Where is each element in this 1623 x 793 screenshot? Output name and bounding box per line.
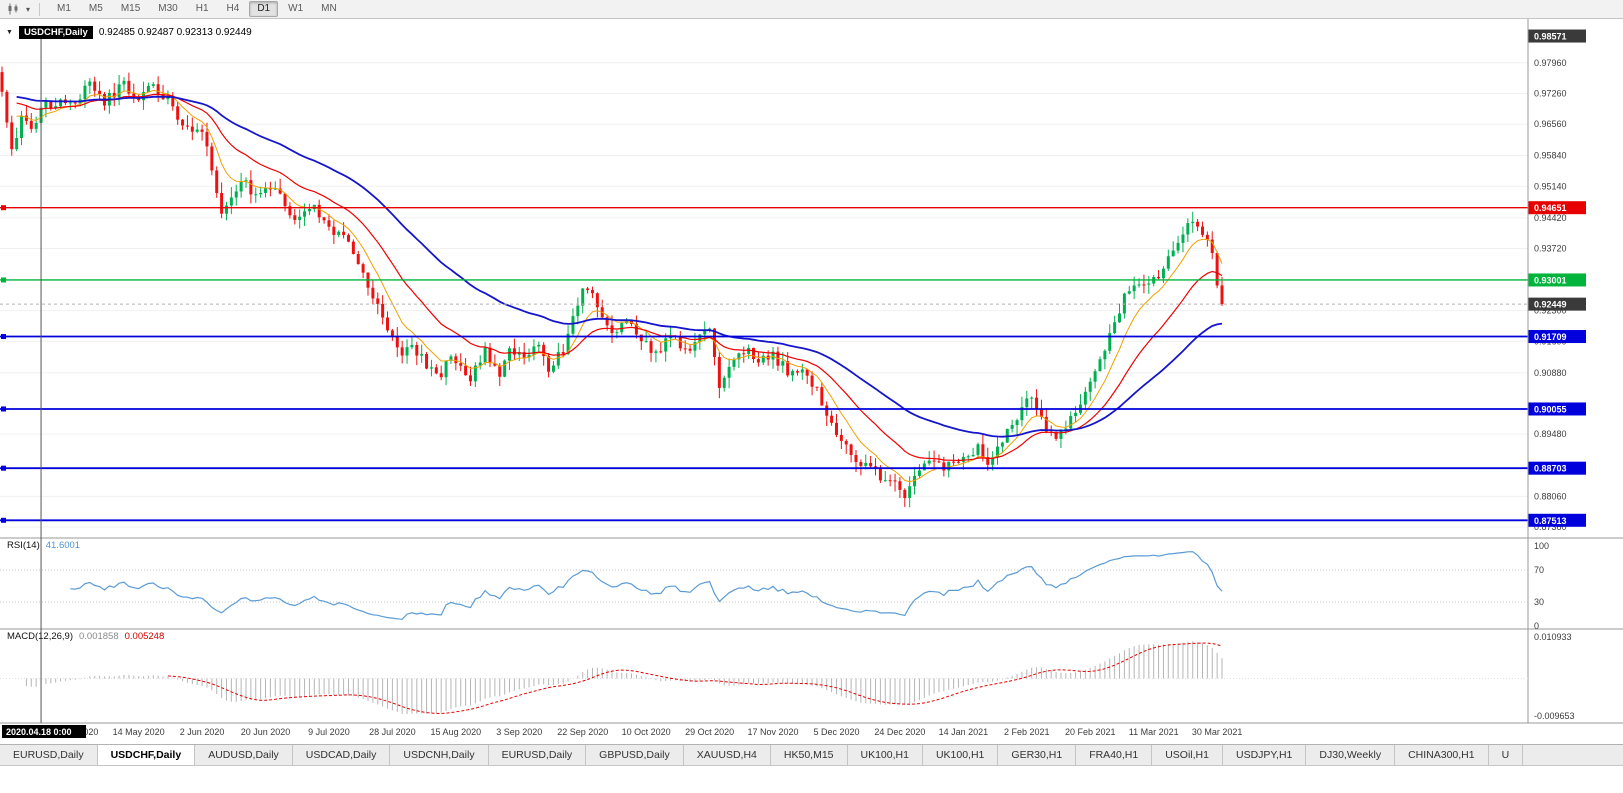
timeframe-m30-button[interactable]: M30 [158, 3, 178, 14]
chart-dropdown-icon[interactable]: ▼ [6, 28, 13, 36]
svg-text:0.90055: 0.90055 [1534, 404, 1567, 414]
svg-text:0.98571: 0.98571 [1534, 32, 1567, 42]
svg-text:0.89480: 0.89480 [1534, 429, 1567, 439]
svg-text:0.88703: 0.88703 [1534, 464, 1567, 474]
chart-canvas[interactable]: 0.97960 0.97260 0.96560 0.95840 0.95140 0.944… [0, 19, 1623, 741]
chart-tab[interactable]: FRA40,H1 [1076, 745, 1153, 765]
svg-text:0.92300: 0.92300 [1534, 306, 1567, 316]
chart-tab[interactable]: EURUSD,Daily [0, 745, 98, 765]
svg-text:30 Mar 2021: 30 Mar 2021 [1192, 727, 1243, 737]
chart-tab[interactable]: USDCHF,Daily [97, 745, 196, 765]
timeframe-h1-button[interactable]: H1 [195, 3, 209, 14]
svg-text:0.91709: 0.91709 [1534, 332, 1567, 342]
chart-tab[interactable]: CHINA300,H1 [1395, 745, 1489, 765]
svg-text:0: 0 [1534, 621, 1539, 631]
timeframe-d1-button[interactable]: D1 [249, 1, 279, 17]
toolbar-separator [39, 2, 41, 16]
chart-tabs: EURUSD,Daily USDCHF,Daily AUDUSD,Daily USDC… [0, 744, 1623, 766]
svg-text:5 Dec 2020: 5 Dec 2020 [813, 727, 859, 737]
svg-text:2 Feb 2021: 2 Feb 2021 [1004, 727, 1050, 737]
svg-text:9 Jul 2020: 9 Jul 2020 [308, 727, 350, 737]
svg-text:17 Nov 2020: 17 Nov 2020 [748, 727, 799, 737]
svg-text:70: 70 [1534, 565, 1544, 575]
chart-tab[interactable]: UK100,H1 [922, 745, 999, 765]
svg-text:20 Feb 2021: 20 Feb 2021 [1065, 727, 1116, 737]
timeframe-m5-button[interactable]: M5 [88, 3, 103, 14]
chart-tab[interactable]: GER30,H1 [998, 745, 1077, 765]
svg-text:0.97960: 0.97960 [1534, 58, 1567, 68]
svg-text:14 Jan 2021: 14 Jan 2021 [939, 727, 989, 737]
svg-text:0.95840: 0.95840 [1534, 151, 1567, 161]
svg-text:-0.009653: -0.009653 [1534, 711, 1575, 721]
svg-text:0.95140: 0.95140 [1534, 181, 1567, 191]
svg-text:0.87513: 0.87513 [1534, 516, 1567, 526]
chart-tab[interactable]: USDJPY,H1 [1222, 745, 1307, 765]
svg-text:30: 30 [1534, 597, 1544, 607]
chart-tab[interactable]: USOil,H1 [1152, 745, 1223, 765]
chart-tab[interactable]: UK100,H1 [847, 745, 923, 765]
ohlc-values: 0.92485 0.92487 0.92313 0.92449 [98, 27, 252, 38]
timeframe-group: M1 M5 M15 M30 H1 H4 D1 W1 MN [49, 1, 345, 17]
svg-text:0.93001: 0.93001 [1534, 275, 1567, 285]
svg-text:0.88060: 0.88060 [1534, 491, 1567, 501]
chart-tab[interactable]: DJ30,Weekly [1306, 745, 1396, 765]
svg-text:11 Mar 2021: 11 Mar 2021 [1129, 727, 1179, 737]
svg-text:15 Aug 2020: 15 Aug 2020 [431, 727, 482, 737]
svg-text:0.94651: 0.94651 [1534, 203, 1567, 213]
svg-text:0.97260: 0.97260 [1534, 88, 1567, 98]
chart-tab[interactable]: USDCAD,Daily [292, 745, 391, 765]
chevron-down-icon[interactable]: ▾ [26, 4, 31, 14]
svg-text:0.92449: 0.92449 [1534, 300, 1567, 310]
symbol-label: USDCHF,Daily [18, 26, 93, 39]
chart-tab[interactable]: GBPUSD,Daily [586, 745, 684, 765]
svg-text:14 May 2020: 14 May 2020 [113, 727, 165, 737]
chart-tab[interactable]: AUDUSD,Daily [195, 745, 293, 765]
timeframe-m15-button[interactable]: M15 [120, 3, 141, 14]
svg-text:29 Oct 2020: 29 Oct 2020 [685, 727, 734, 737]
svg-text:0.90880: 0.90880 [1534, 368, 1567, 378]
svg-text:0.93720: 0.93720 [1534, 243, 1567, 253]
svg-text:2020.04.18 0:00: 2020.04.18 0:00 [6, 727, 72, 737]
chart-tab[interactable]: U [1488, 745, 1524, 765]
svg-text:0.87360: 0.87360 [1534, 522, 1567, 532]
svg-text:100: 100 [1534, 541, 1549, 551]
timeframe-mn-button[interactable]: MN [321, 3, 337, 14]
macd-label: MACD(12,26,9) 0.001858 0.005248 [7, 631, 165, 642]
timeframe-h4-button[interactable]: H4 [226, 3, 240, 14]
svg-text:2 Jun 2020: 2 Jun 2020 [180, 727, 225, 737]
chart-area: 0.97960 0.97260 0.96560 0.95840 0.95140 0.944… [0, 19, 1623, 741]
chart-tab[interactable]: USDCNH,Daily [390, 745, 489, 765]
svg-text:20 Jun 2020: 20 Jun 2020 [241, 727, 291, 737]
chart-tab[interactable]: XAUUSD,H4 [683, 745, 771, 765]
timeframe-w1-button[interactable]: W1 [288, 3, 304, 14]
svg-text:10 Oct 2020: 10 Oct 2020 [622, 727, 671, 737]
rsi-label: RSI(14) 41.6001 [7, 540, 81, 551]
top-toolbar: ▾ M1 M5 M15 M30 H1 H4 D1 W1 MN [0, 0, 1623, 19]
svg-text:0.010933: 0.010933 [1534, 632, 1572, 642]
svg-text:24 Dec 2020: 24 Dec 2020 [874, 727, 925, 737]
timeframe-m1-button[interactable]: M1 [57, 3, 71, 14]
svg-text:3 Sep 2020: 3 Sep 2020 [496, 727, 542, 737]
chart-tab[interactable]: HK50,M15 [770, 745, 848, 765]
chart-tab[interactable]: EURUSD,Daily [488, 745, 587, 765]
chart-title: ▼ USDCHF,Daily 0.92485 0.92487 0.92313 0… [6, 26, 252, 39]
svg-text:0.96560: 0.96560 [1534, 119, 1567, 129]
chart-type-icon[interactable] [5, 3, 23, 15]
svg-text:22 Sep 2020: 22 Sep 2020 [557, 727, 608, 737]
svg-text:0.94420: 0.94420 [1534, 213, 1567, 223]
svg-text:28 Jul 2020: 28 Jul 2020 [369, 727, 416, 737]
